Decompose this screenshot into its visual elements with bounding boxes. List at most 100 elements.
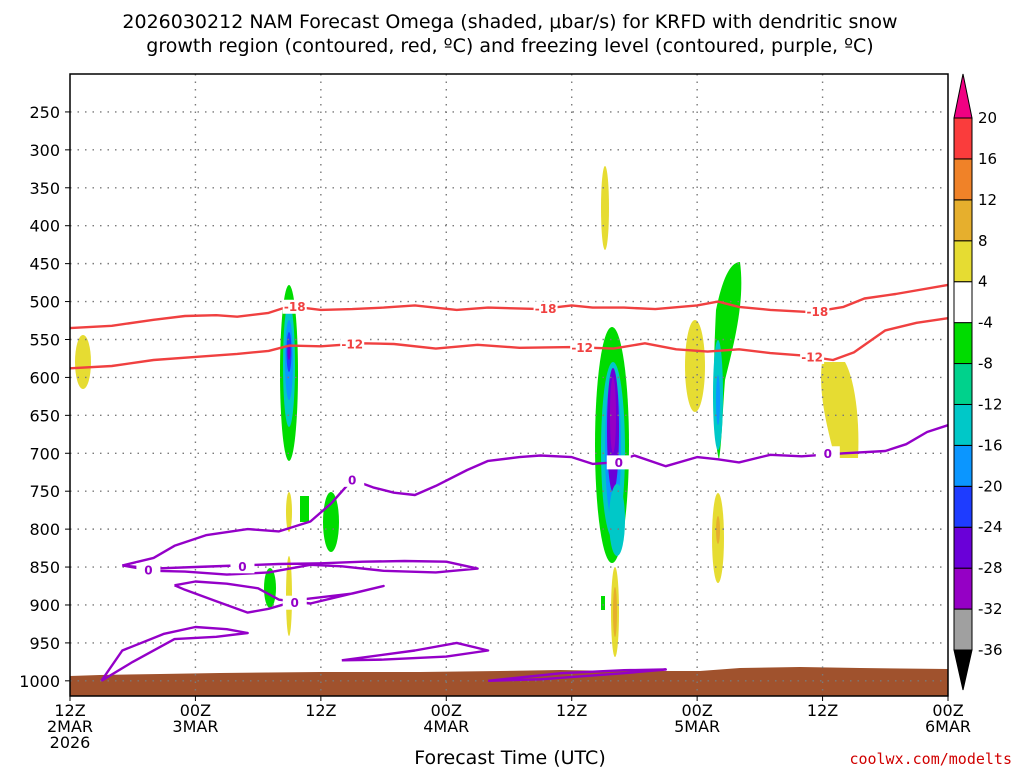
contour-label: -18	[807, 305, 829, 319]
omega-low-yellow-a	[286, 492, 292, 532]
y-tick-label: 850	[29, 558, 60, 577]
x-tick-label: 12Z	[807, 701, 838, 720]
contour-label: 0	[291, 596, 299, 610]
y-tick-label: 450	[29, 255, 60, 274]
chart-title-line2: growth region (contoured, red, ºC) and f…	[146, 35, 873, 57]
y-tick-label: 350	[29, 179, 60, 198]
colorbar-swatch	[953, 444, 973, 487]
colorbar-swatch	[953, 281, 973, 324]
x-tick-label: 6MAR	[925, 717, 971, 736]
colorbar-swatch	[953, 199, 973, 242]
contour-label: -12	[571, 341, 593, 355]
contour-label-bg	[230, 559, 255, 574]
omega-upper-yellow	[601, 166, 609, 250]
omega-yellow-right	[821, 362, 859, 458]
contour-label-bg	[606, 455, 631, 470]
omega-low-green-b	[300, 496, 309, 522]
colorbar-swatch	[953, 322, 973, 365]
contour-label: -18	[535, 302, 557, 316]
colorbar-swatch	[953, 608, 973, 651]
y-axis-ticks: 250 300 350 400 450 500 550 600 650 700 750 800 850 9…	[19, 103, 70, 691]
contour-label: -12	[341, 338, 363, 352]
x-tick-label: 00Z	[431, 701, 462, 720]
x-axis-label: Forecast Time (UTC)	[414, 747, 605, 768]
y-tick-label: 600	[29, 368, 60, 387]
y-tick-label: 400	[29, 217, 60, 236]
contour-label-bg	[815, 446, 840, 461]
omega-yellow-mid	[685, 320, 705, 412]
freezing-level-loop-4	[487, 668, 667, 682]
x-tick-label: 00Z	[681, 701, 712, 720]
colorbar-swatch	[953, 240, 973, 283]
x-tick-label: 12Z	[54, 701, 85, 720]
y-tick-label: 250	[29, 103, 60, 122]
colorbar-swatch	[953, 526, 973, 569]
contour-label-bg	[800, 349, 825, 364]
contours: -18 -18 -18 -12 -12 -12 0 0 0 0 0 0	[69, 283, 949, 682]
colorbar-tick-label: 20	[978, 109, 997, 127]
x-tick-label: 3MAR	[172, 717, 218, 736]
colorbar: -36 -32 -28 -24 -20 -16 -12 -8 -4 4 8 12 16 20	[953, 73, 1003, 691]
contour-label-bg	[136, 563, 161, 578]
colorbar-tick-label: -32	[978, 600, 1003, 618]
contour-label-bg	[282, 595, 307, 610]
x-tick-label: 00Z	[180, 701, 211, 720]
credit-text: coolwx.com/modelts	[849, 750, 1012, 768]
dgz-contour--18	[69, 283, 949, 330]
colorbar-tick-label: -12	[978, 395, 1003, 413]
colorbar-swatch	[953, 403, 973, 446]
omega-column-2-tail	[609, 484, 625, 556]
plot-frame	[69, 73, 949, 697]
y-tick-label: 700	[29, 444, 60, 463]
x-tick-label: 12Z	[305, 701, 336, 720]
omega-blob-yellow-left	[75, 335, 91, 389]
contour-label: 0	[615, 456, 623, 470]
colorbar-tick-label: -28	[978, 559, 1003, 577]
contour-label-bg	[340, 337, 365, 352]
omega-low-orange	[613, 587, 617, 637]
terrain	[70, 667, 948, 696]
freezing-level-loop-3	[341, 641, 490, 662]
colorbar-swatch	[953, 117, 973, 160]
x-tick-label: 2026	[50, 733, 91, 752]
y-tick-label: 1000	[19, 672, 60, 691]
x-tick-label: 00Z	[932, 701, 963, 720]
contour-label: 0	[238, 560, 246, 574]
contour-label: 0	[348, 473, 356, 487]
colorbar-bottom-cap	[953, 649, 973, 691]
contour-label-bg	[533, 301, 558, 316]
contour-label: 0	[824, 447, 832, 461]
x-tick-label: 2MAR	[47, 717, 93, 736]
colorbar-tick-label: 16	[978, 150, 997, 168]
freezing-level-loop-1	[174, 580, 385, 614]
colorbar-tick-label: -4	[978, 314, 993, 332]
plot-area: -18 -18 -18 -12 -12 -12 0 0 0 0 0 0	[69, 73, 949, 697]
colorbar-tick-label: -36	[978, 641, 1003, 659]
contour-label-bg	[340, 472, 365, 487]
colorbar-swatch	[953, 158, 973, 201]
colorbar-swatch	[953, 485, 973, 528]
y-tick-label: 900	[29, 596, 60, 615]
colorbar-tick-label: -16	[978, 436, 1003, 454]
y-tick-label: 950	[29, 634, 60, 653]
colorbar-tick-label: 4	[978, 273, 988, 291]
omega-low-green-a	[264, 568, 276, 608]
colorbar-swatch	[953, 363, 973, 405]
y-tick-label: 300	[29, 141, 60, 160]
colorbar-tick-label: -20	[978, 477, 1003, 495]
colorbar-swatch	[953, 567, 973, 610]
y-tick-label: 800	[29, 520, 60, 539]
omega-shading	[75, 166, 859, 657]
x-tick-label: 12Z	[556, 701, 587, 720]
colorbar-tick-label: -24	[978, 518, 1003, 536]
contour-label-bg	[570, 340, 595, 355]
omega-column-1-max	[287, 344, 291, 360]
dgz-contour--12	[69, 317, 949, 370]
omega-low-green-c	[323, 492, 339, 552]
colorbar-tick-label: -8	[978, 355, 993, 373]
colorbar-tick-label: 12	[978, 191, 997, 209]
omega-low-orange-b	[716, 516, 720, 544]
x-tick-label: 4MAR	[423, 717, 469, 736]
